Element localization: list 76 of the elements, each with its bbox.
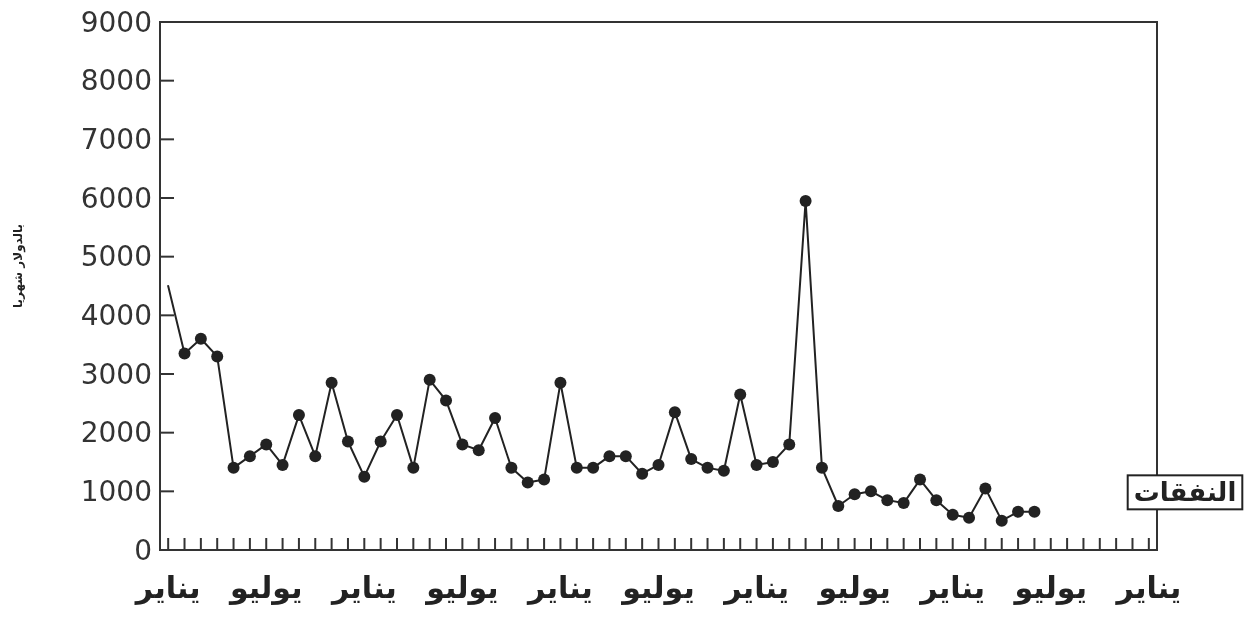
point <box>211 350 224 363</box>
point <box>881 494 894 507</box>
point <box>848 488 861 501</box>
y-tick-label: 6000 <box>80 181 152 215</box>
point <box>815 461 828 474</box>
point <box>407 461 420 474</box>
point <box>897 497 910 510</box>
point <box>587 461 600 474</box>
point <box>619 450 632 463</box>
point <box>685 453 698 466</box>
point <box>374 435 387 448</box>
point <box>603 450 616 463</box>
point <box>652 458 665 471</box>
point <box>1028 505 1041 518</box>
point <box>178 347 191 360</box>
point <box>325 376 338 389</box>
point <box>783 438 796 451</box>
x-tick-label: يناير <box>1114 570 1182 605</box>
y-tick-label: 3000 <box>80 357 152 391</box>
y-tick-label: 2000 <box>80 416 152 450</box>
point <box>538 473 551 486</box>
point <box>194 332 207 345</box>
x-tick-label: يوليو <box>228 570 303 605</box>
point <box>701 461 714 474</box>
point <box>668 406 681 419</box>
point <box>292 409 305 422</box>
point <box>440 394 453 407</box>
text: النفقات <box>1133 477 1237 508</box>
point <box>423 373 436 386</box>
point <box>995 514 1008 527</box>
point <box>358 470 371 483</box>
y-tick-label: 5000 <box>80 240 152 274</box>
point <box>766 456 779 468</box>
point <box>227 461 240 474</box>
x-tick-label: يوليو <box>620 570 695 605</box>
y-tick-label: 4000 <box>80 298 152 332</box>
point <box>930 494 943 507</box>
x-tick-label: يوليو <box>1012 570 1087 605</box>
point <box>717 464 730 477</box>
point <box>505 461 518 474</box>
point <box>554 376 567 389</box>
y-axis-title: بالدولار شهريا <box>11 223 26 309</box>
point <box>832 500 845 512</box>
x-tick-label: يوليو <box>424 570 499 605</box>
point <box>260 438 273 451</box>
y-tick-label: 7000 <box>80 122 152 156</box>
x-tick-label: يناير <box>526 570 593 605</box>
x-tick-label: يوليو <box>816 570 891 605</box>
point <box>864 485 877 498</box>
point <box>799 194 812 207</box>
point <box>914 473 927 486</box>
point <box>1012 505 1025 518</box>
y-tick-label: 0 <box>134 533 152 567</box>
x-tick-label: يناير <box>329 570 397 605</box>
point <box>456 438 469 451</box>
point <box>341 435 354 448</box>
x-tick-label: يناير <box>722 570 789 605</box>
y-tick-label: 8000 <box>80 64 152 98</box>
point <box>243 450 256 463</box>
point <box>636 467 649 480</box>
point <box>979 482 992 495</box>
x-tick-label: يناير <box>133 570 201 605</box>
point <box>963 511 976 524</box>
point <box>489 412 502 424</box>
point <box>521 476 534 489</box>
point <box>946 508 959 521</box>
x-tick-label: يناير <box>918 570 986 605</box>
point <box>750 458 763 471</box>
point <box>734 388 747 401</box>
point <box>309 450 322 463</box>
y-tick-label: 9000 <box>80 5 152 39</box>
point <box>570 461 583 474</box>
point <box>390 409 403 422</box>
y-tick-label: 1000 <box>80 474 152 508</box>
point <box>276 458 289 471</box>
point <box>472 444 485 457</box>
